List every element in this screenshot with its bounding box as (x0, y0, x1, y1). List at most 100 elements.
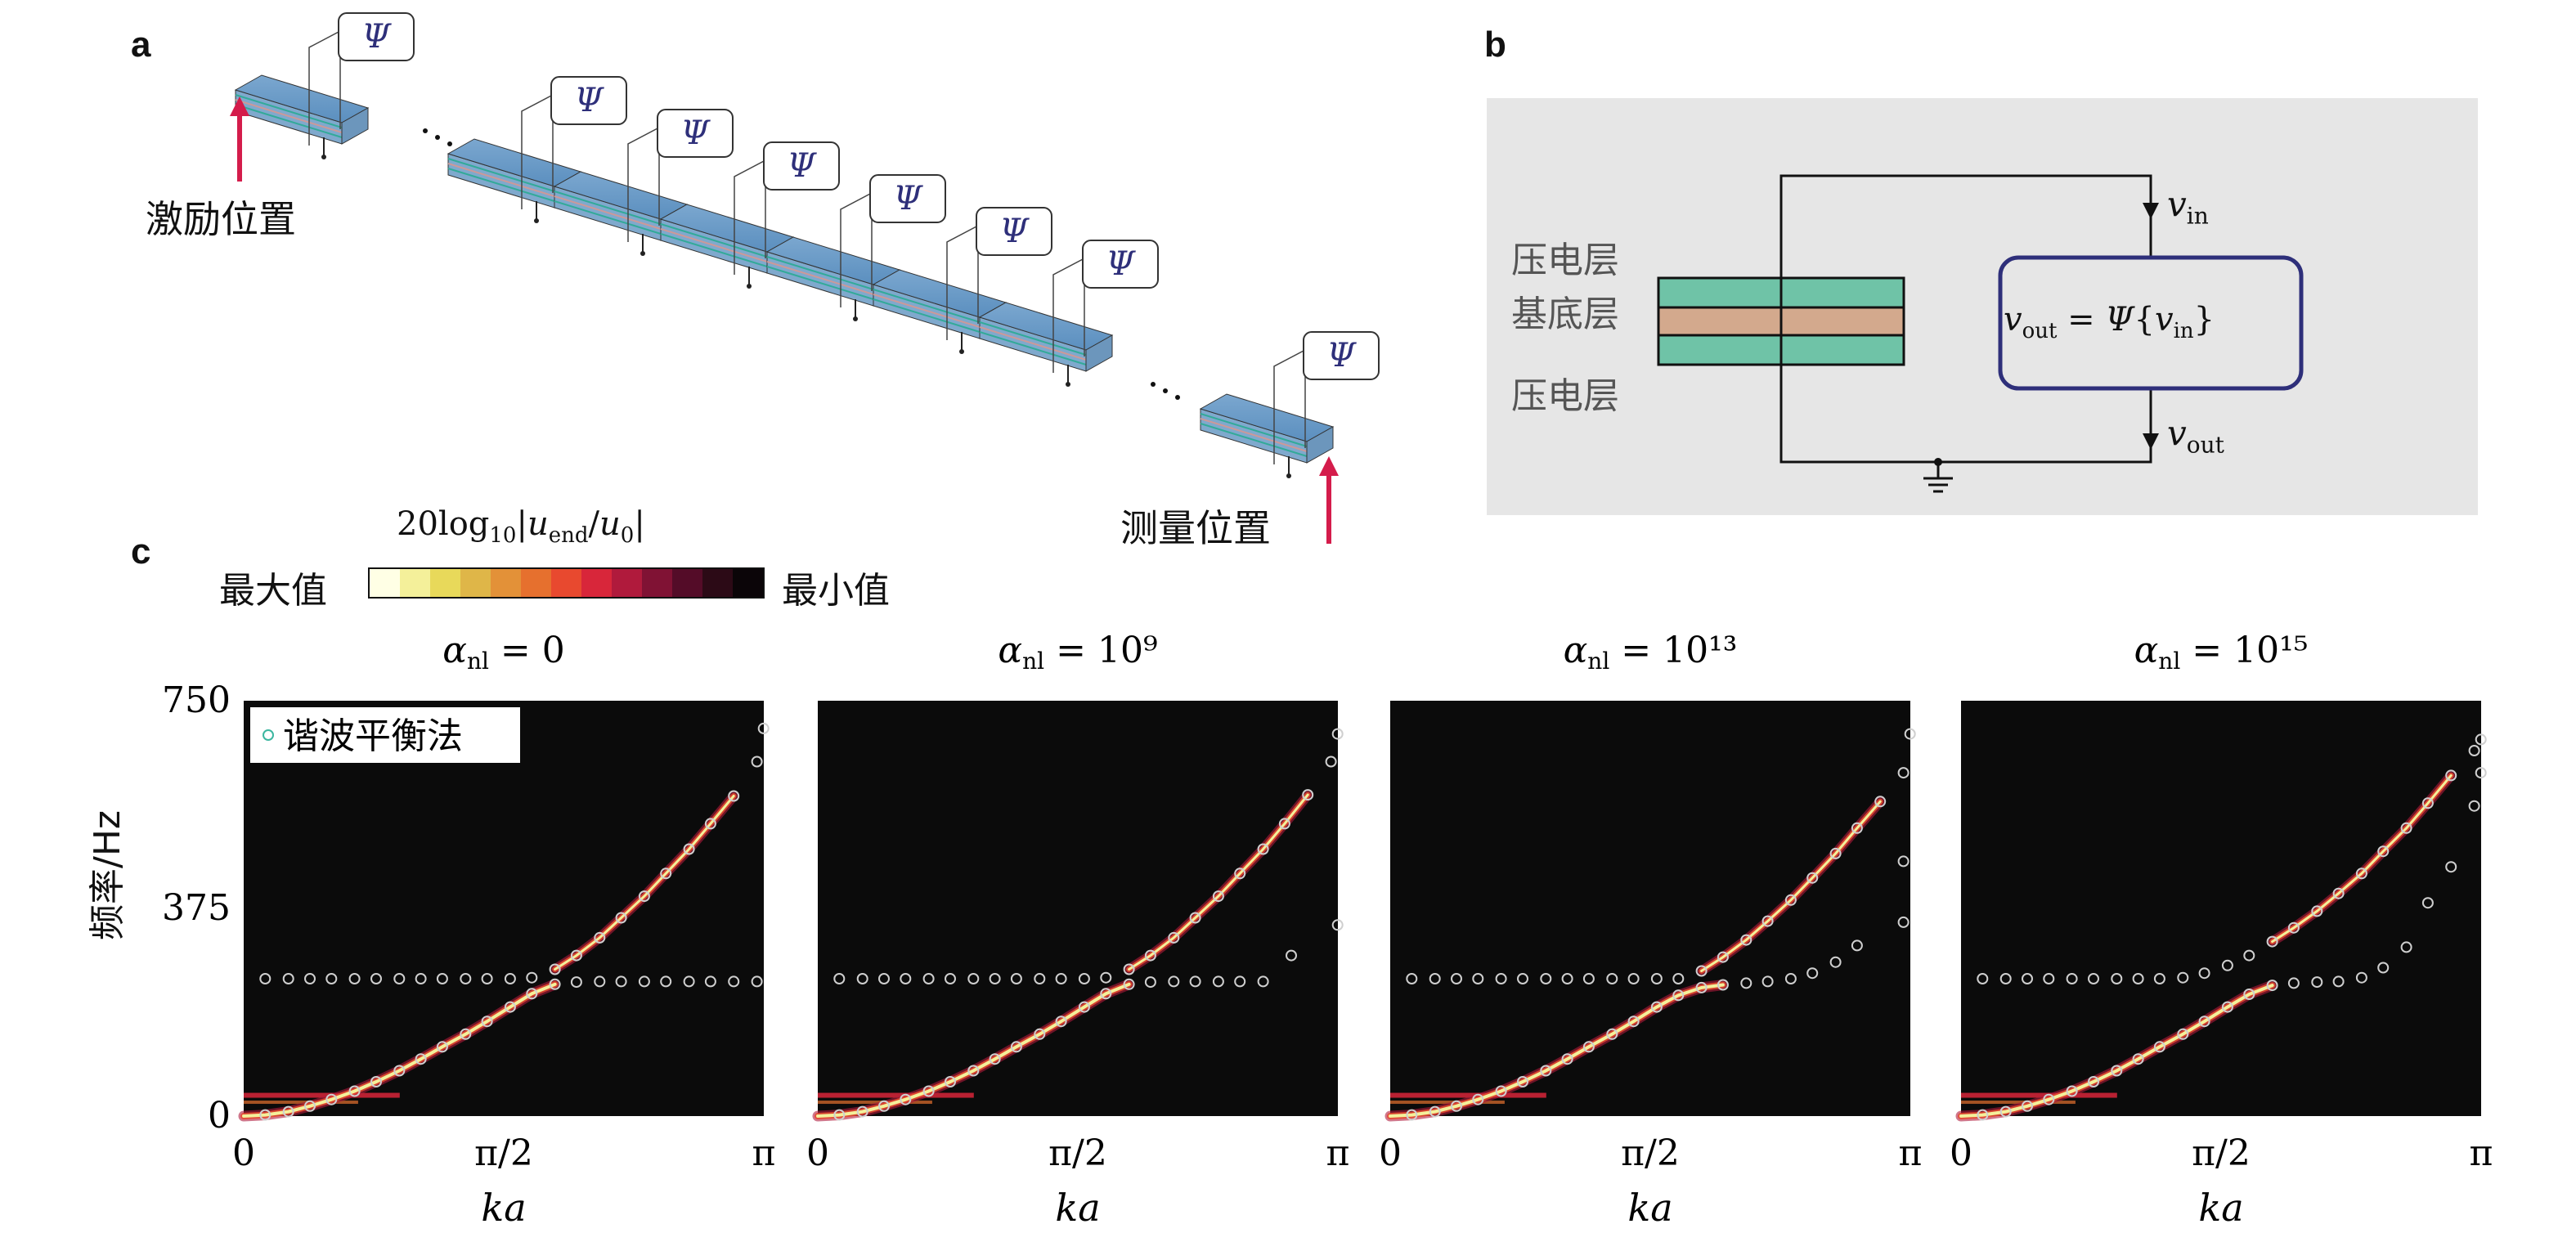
hbm-data-point (1144, 949, 1156, 962)
hbm-data-point (1977, 1109, 1989, 1121)
x-tick-label: π (1899, 1132, 1923, 1174)
colorbar-swatch (733, 569, 764, 597)
vout-arrow-icon (2143, 433, 2159, 450)
hbm-data-point (1168, 931, 1180, 944)
hbm-data-point (460, 973, 472, 984)
hbm-data-point (2475, 767, 2487, 779)
hbm-data-point (1829, 847, 1842, 859)
x-axis-label: ka (1055, 1186, 1100, 1230)
hbm-data-point (2153, 1041, 2165, 1053)
hbm-data-point (504, 973, 516, 984)
hbm-data-point (2088, 973, 2099, 984)
hbm-data-point (1627, 973, 1640, 984)
hbm-data-point (833, 1109, 846, 1121)
hbm-data-point (1189, 975, 1201, 988)
hbm-data-point (594, 931, 606, 944)
response-ridge-core (1700, 800, 1882, 972)
hbm-data-point (1451, 973, 1462, 984)
y-tick-label: 375 (162, 887, 231, 929)
colorbar-max-label: 最大值 (219, 570, 327, 612)
psi-symbol: Ψ (787, 147, 817, 185)
hbm-data-point (304, 973, 316, 984)
psi-symbol: Ψ (680, 114, 711, 152)
unit-cell: Ψ (872, 207, 1052, 354)
hbm-data-point (2153, 973, 2165, 984)
hbm-data-point (526, 988, 538, 1000)
chart-panel: αnl = 0 0 π/2 π ka 0 375 750 谐波平衡法 (162, 630, 775, 1230)
hbm-data-point (2311, 976, 2323, 989)
x-tick-label: 0 (1379, 1132, 1402, 1174)
hbm-data-point (833, 973, 846, 984)
panel-letter-c: c (131, 531, 151, 572)
hbm-data-point (1517, 973, 1528, 984)
psi-controller-box (1082, 240, 1159, 289)
x-tick-label: 0 (1950, 1132, 1972, 1174)
hbm-data-point (2400, 822, 2412, 834)
x-axis-label: ka (481, 1186, 526, 1230)
ellipsis-dots-2 (1151, 382, 1180, 400)
hbm-data-point (1761, 915, 1774, 927)
hbm-data-point (2177, 1028, 2189, 1040)
psi-controller-box (550, 76, 627, 125)
colorbar-min-label: 最小值 (782, 570, 890, 612)
legend: 谐波平衡法 (250, 707, 520, 763)
hbm-data-point (2132, 973, 2144, 984)
colorbar (368, 567, 765, 599)
psi-controller-box (657, 109, 734, 158)
x-tick-label: 0 (806, 1132, 829, 1174)
hbm-data-point (683, 843, 695, 855)
hbm-data-point (900, 1093, 912, 1105)
chart-title: αnl = 0 (442, 630, 565, 675)
plot-area (1390, 701, 1910, 1116)
hbm-data-point (660, 975, 672, 988)
colorbar-swatch (370, 569, 401, 597)
hbm-data-point (989, 1053, 1001, 1065)
hbm-data-point (481, 1016, 493, 1028)
legend-box (250, 707, 520, 763)
hbm-data-point (1627, 1016, 1640, 1028)
colorbar-swatch (521, 569, 552, 597)
hbm-data-point (594, 975, 606, 988)
hbm-data-point (2111, 1065, 2123, 1077)
hbm-data-point (526, 971, 538, 984)
hbm-data-point (1806, 872, 1819, 884)
substrate-layer-label: 基底层 (1511, 294, 1619, 335)
chart-title: αnl = 10⁹ (998, 630, 1157, 675)
y-axis-label: 频率/Hz (87, 809, 128, 940)
hbm-data-point (1540, 1065, 1552, 1077)
hbm-data-point (2266, 980, 2278, 992)
hbm-data-point (1123, 978, 1135, 990)
hbm-data-point (1078, 1001, 1090, 1013)
hbm-data-point (1212, 975, 1224, 988)
colorbar-swatch (672, 569, 703, 597)
hbm-data-point (1851, 939, 1863, 952)
hbm-data-point (1234, 975, 1246, 988)
hbm-data-point (2377, 962, 2390, 974)
legend-marker-icon (263, 729, 274, 741)
hbm-data-point (1495, 973, 1507, 984)
hbm-data-point (2198, 1016, 2210, 1028)
hbm-data-point (2066, 1085, 2078, 1097)
hbm-data-point (1472, 973, 1484, 984)
hbm-data-point (2421, 897, 2434, 909)
hbm-data-point (1331, 919, 1344, 931)
hbm-data-point (704, 818, 716, 830)
hbm-data-point (2468, 745, 2480, 756)
hbm-data-point (922, 973, 935, 984)
hbm-data-point (967, 1065, 980, 1077)
hbm-data-point (967, 973, 980, 984)
chart-panel: αnl = 10⁹ 0 π/2 π ka (806, 630, 1349, 1230)
response-ridge-core (816, 982, 1131, 1118)
hbm-data-point (282, 1105, 294, 1118)
excitation-arrow (230, 96, 249, 182)
hbm-data-point (549, 978, 561, 990)
hbm-data-point (1851, 822, 1863, 834)
shunt-circuit-diagram (1657, 174, 2304, 493)
hbm-data-point (704, 975, 716, 988)
hbm-data-point (570, 976, 582, 989)
panel-letter-a: a (131, 25, 151, 65)
hbm-data-point (728, 975, 740, 988)
piezo-layer-top-label: 压电层 (1511, 240, 1619, 281)
controller-box (1998, 255, 2304, 391)
hbm-data-point (615, 975, 627, 988)
